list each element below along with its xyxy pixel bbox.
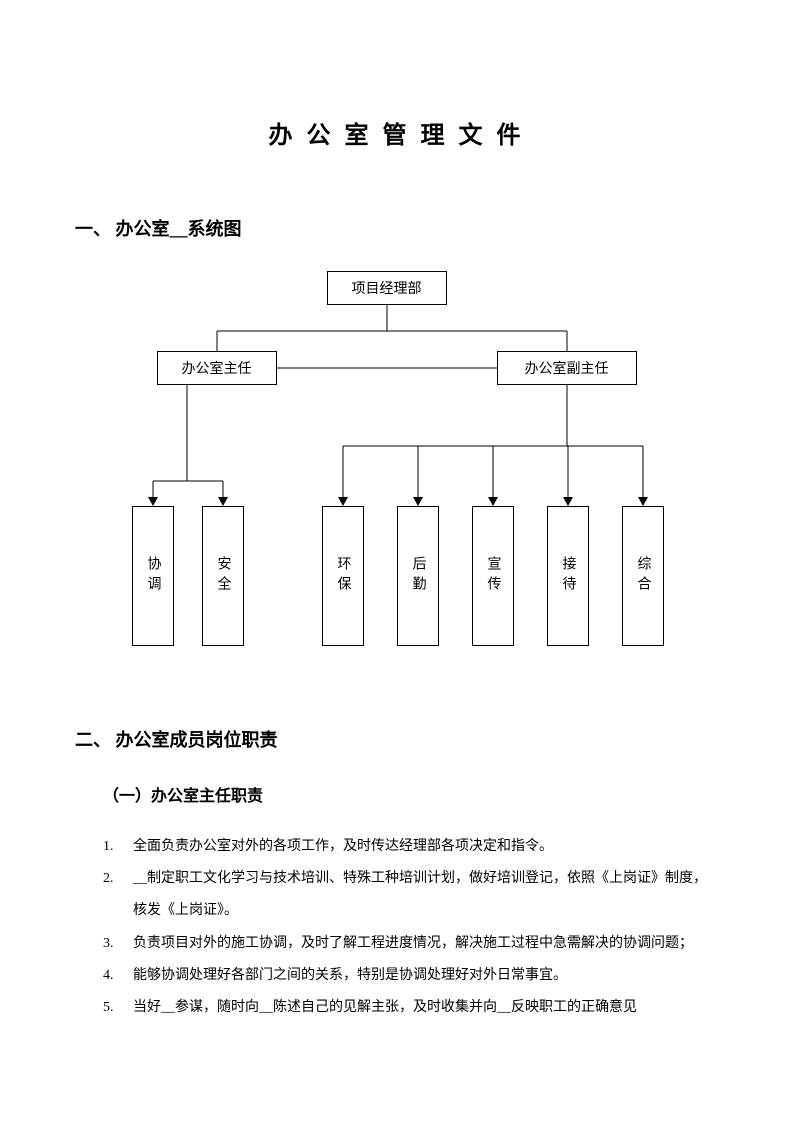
list-item: 3. 负责项目对外的施工协调，及时了解工程进度情况，解决施工过程中急需解决的协调… [75, 928, 718, 960]
node-deputy-director: 办公室副主任 [497, 351, 637, 385]
node-root: 项目经理部 [327, 271, 447, 305]
subsection-1-heading: （一）办公室主任职责 [103, 782, 718, 806]
list-text: 能够协调处理好各部门之间的关系，特别是协调处理好对外日常事宜。 [133, 960, 718, 992]
org-chart: 项目经理部 办公室主任 办公室副主任 协调 安全 环保 后勤 宣传 接待 综合 [77, 271, 717, 671]
node-logistics: 后勤 [397, 506, 439, 646]
list-item: 2. __制定职工文化学习与技术培训、特殊工种培训计划，做好培训登记，依照《上岗… [75, 863, 718, 927]
node-publicity: 宣传 [472, 506, 514, 646]
node-director: 办公室主任 [157, 351, 277, 385]
list-text: 全面负责办公室对外的各项工作，及时传达经理部各项决定和指令。 [133, 831, 718, 863]
list-number: 2. [103, 863, 133, 927]
section-2-heading: 二、 办公室成员岗位职责 [75, 726, 718, 752]
node-coordination: 协调 [132, 506, 174, 646]
document-title: 办 公 室 管 理 文 件 [75, 115, 718, 150]
node-root-label: 项目经理部 [352, 278, 422, 298]
duties-list: 1. 全面负责办公室对外的各项工作，及时传达经理部各项决定和指令。 2. __制… [75, 831, 718, 1024]
list-text: 负责项目对外的施工协调，及时了解工程进度情况，解决施工过程中急需解决的协调问题； [133, 928, 718, 960]
list-number: 5. [103, 992, 133, 1024]
section-1-heading: 一、 办公室__系统图 [75, 215, 718, 241]
node-reception: 接待 [547, 506, 589, 646]
list-item: 5. 当好__参谋，随时向__陈述自己的见解主张，及时收集并向__反映职工的正确… [103, 992, 718, 1024]
list-number: 4. [103, 960, 133, 992]
node-deputy-label: 办公室副主任 [525, 358, 609, 378]
list-text: 当好__参谋，随时向__陈述自己的见解主张，及时收集并向__反映职工的正确意见 [133, 992, 718, 1024]
node-safety: 安全 [202, 506, 244, 646]
list-text: __制定职工文化学习与技术培训、特殊工种培训计划，做好培训登记，依照《上岗证》制… [133, 863, 718, 927]
node-environment: 环保 [322, 506, 364, 646]
node-b3-label: 环保 [333, 556, 353, 596]
node-b6-label: 接待 [558, 556, 578, 596]
node-director-label: 办公室主任 [182, 358, 252, 378]
node-b5-label: 宣传 [483, 556, 503, 596]
node-b1-label: 协调 [143, 556, 163, 596]
node-b2-label: 安全 [213, 556, 233, 596]
list-item: 4. 能够协调处理好各部门之间的关系，特别是协调处理好对外日常事宜。 [103, 960, 718, 992]
node-general: 综合 [622, 506, 664, 646]
list-number: 1. [103, 831, 133, 863]
node-b7-label: 综合 [633, 556, 653, 596]
list-number: 3. [103, 928, 133, 960]
node-b4-label: 后勤 [408, 556, 428, 596]
list-item: 1. 全面负责办公室对外的各项工作，及时传达经理部各项决定和指令。 [103, 831, 718, 863]
